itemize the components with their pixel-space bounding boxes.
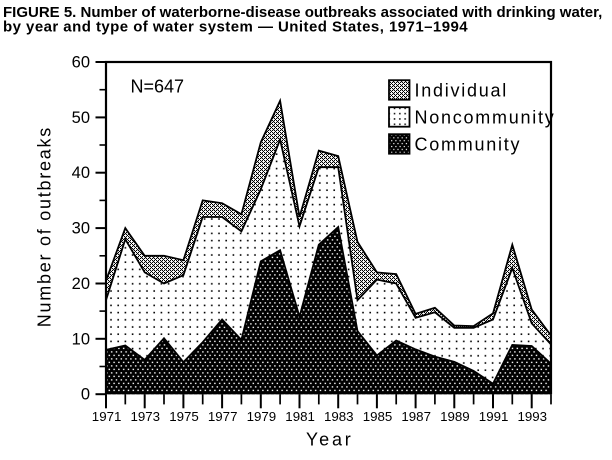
svg-text:10: 10: [72, 330, 90, 348]
svg-text:by year and type of water syst: by year and type of water system — Unite…: [3, 19, 468, 36]
svg-text:0: 0: [81, 386, 90, 404]
svg-text:20: 20: [72, 275, 90, 293]
svg-text:1979: 1979: [247, 409, 277, 424]
svg-text:1983: 1983: [324, 409, 354, 424]
svg-text:30: 30: [72, 220, 90, 238]
svg-text:1987: 1987: [401, 409, 431, 424]
svg-text:Year: Year: [306, 430, 354, 450]
svg-text:1991: 1991: [479, 409, 509, 424]
svg-text:60: 60: [72, 54, 90, 72]
svg-text:1977: 1977: [208, 409, 238, 424]
svg-text:1981: 1981: [285, 409, 315, 424]
svg-text:1975: 1975: [169, 409, 199, 424]
svg-text:1971: 1971: [92, 409, 122, 424]
svg-text:1985: 1985: [363, 409, 393, 424]
svg-text:FIGURE 5. Number of waterborne: FIGURE 5. Number of waterborne-disease o…: [3, 4, 602, 21]
svg-text:Noncommunity: Noncommunity: [415, 108, 556, 128]
svg-text:40: 40: [72, 164, 90, 182]
svg-text:Individual: Individual: [415, 81, 509, 101]
svg-text:1993: 1993: [518, 409, 548, 424]
svg-text:50: 50: [72, 109, 90, 127]
svg-text:Number of outbreaks: Number of outbreaks: [35, 126, 55, 327]
svg-text:Community: Community: [415, 135, 522, 155]
svg-text:N=647: N=647: [131, 77, 185, 97]
svg-text:1989: 1989: [440, 409, 470, 424]
svg-text:1973: 1973: [131, 409, 161, 424]
